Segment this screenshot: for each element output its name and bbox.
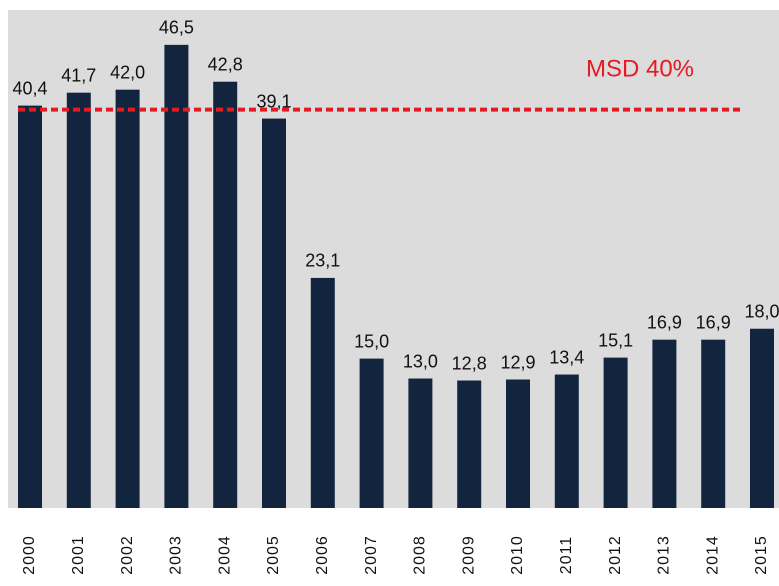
value-label: 42,0 bbox=[110, 62, 145, 82]
value-label: 16,9 bbox=[696, 312, 731, 332]
value-label: 41,7 bbox=[61, 65, 96, 85]
bar bbox=[554, 374, 579, 508]
bar bbox=[115, 89, 140, 509]
x-tick-label: 2009 bbox=[460, 535, 477, 575]
x-tick-label: 2000 bbox=[21, 535, 38, 575]
bar bbox=[262, 118, 286, 509]
bar bbox=[603, 357, 628, 508]
bar bbox=[66, 92, 91, 508]
bar bbox=[750, 328, 774, 508]
value-label: 18,0 bbox=[744, 301, 779, 321]
x-tick-label: 2011 bbox=[558, 536, 575, 574]
x-tick-label: 2014 bbox=[704, 535, 721, 575]
value-label: 13,0 bbox=[403, 351, 438, 371]
x-tick-label: 2013 bbox=[656, 535, 673, 575]
x-tick-label: 2015 bbox=[753, 535, 770, 575]
bar bbox=[310, 277, 335, 508]
value-label: 23,1 bbox=[305, 251, 340, 271]
bar bbox=[701, 339, 726, 508]
value-label: 13,4 bbox=[549, 347, 584, 367]
value-label: 15,1 bbox=[598, 330, 633, 350]
value-label: 12,9 bbox=[500, 352, 535, 372]
bar bbox=[506, 379, 530, 508]
x-tick-label: 2002 bbox=[119, 535, 136, 575]
x-tick-label: 2008 bbox=[412, 535, 429, 575]
bar bbox=[457, 380, 482, 508]
x-tick-label: 2004 bbox=[216, 535, 233, 575]
value-label: 40,4 bbox=[12, 78, 47, 98]
x-tick-label: 2005 bbox=[265, 535, 282, 575]
bar bbox=[408, 378, 433, 508]
x-tick-label: 2003 bbox=[168, 535, 185, 575]
reference-label: MSD 40% bbox=[586, 55, 694, 82]
x-tick-label: 2012 bbox=[607, 535, 624, 575]
x-tick-label: 2007 bbox=[363, 535, 380, 575]
x-tick-label: 2001 bbox=[70, 535, 87, 575]
bar bbox=[213, 81, 238, 508]
value-label: 39,1 bbox=[256, 91, 291, 111]
value-label: 15,0 bbox=[354, 331, 389, 351]
bar bbox=[359, 358, 384, 508]
bar bbox=[164, 44, 189, 509]
bar bbox=[18, 105, 42, 508]
value-label: 42,8 bbox=[208, 54, 243, 74]
x-tick-label: 2006 bbox=[314, 535, 331, 575]
value-label: 16,9 bbox=[647, 312, 682, 332]
bar bbox=[652, 339, 677, 508]
x-tick-label: 2010 bbox=[509, 535, 526, 575]
value-label: 12,8 bbox=[452, 353, 487, 373]
value-label: 46,5 bbox=[159, 18, 194, 38]
